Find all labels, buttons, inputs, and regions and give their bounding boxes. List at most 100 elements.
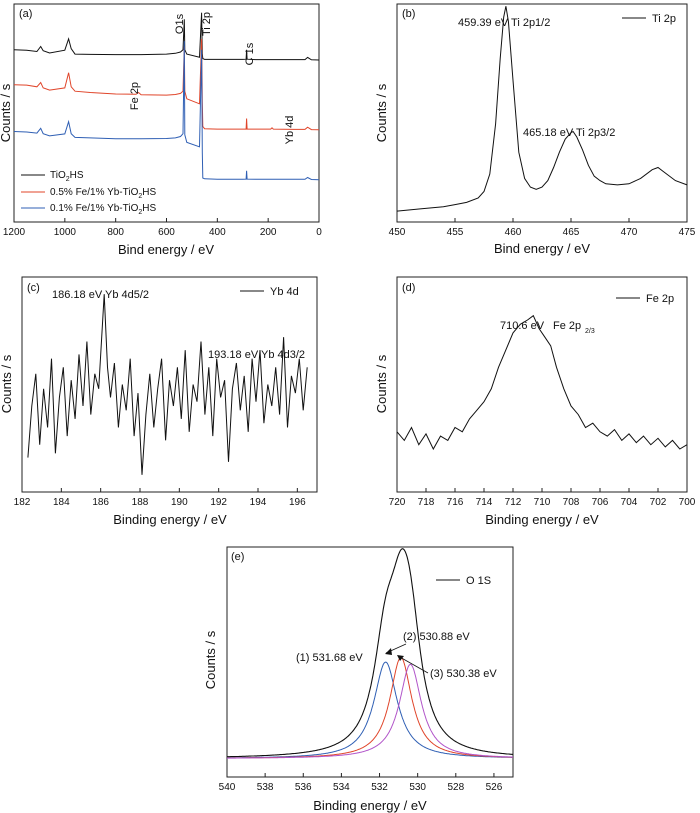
panel-e-ylabel: Counts / s [203, 630, 218, 689]
panel-b-xlabel: Bind energy / eV [494, 241, 590, 256]
annotation-fe2p: Fe 2p [129, 82, 141, 110]
xtick-label: 540 [219, 782, 236, 793]
legend-label-tio2hs: TiO2HS [50, 170, 84, 183]
xtick-label: 192 [210, 497, 227, 508]
xtick-label: 528 [447, 782, 464, 793]
arrowhead-peak3 [397, 655, 404, 661]
panel-c-ylabel: Counts / s [0, 354, 14, 413]
xtick-label: 470 [621, 227, 638, 238]
annotation-fe-energy: 710.6 eV [500, 320, 545, 332]
xtick-label: 400 [209, 227, 226, 238]
xtick-label: 700 [679, 497, 696, 508]
panel-c-xlabel: Binding energy / eV [113, 512, 227, 527]
panel-e-xlabel: Binding energy / eV [313, 798, 427, 813]
xtick-label: 196 [289, 497, 306, 508]
annotation-ti2p12: 459.39 eV Ti 2p1/2 [458, 17, 550, 29]
arrow-peak3 [397, 655, 429, 674]
xtick-label: 538 [257, 782, 274, 793]
xtick-label: 1000 [54, 227, 77, 238]
fit-envelope [227, 548, 514, 758]
legend-label-yb4d: Yb 4d [270, 286, 299, 298]
annotation-peak3: (3) 530.38 eV [430, 668, 497, 680]
panel-d-frame [396, 276, 688, 493]
xtick-label: 530 [409, 782, 426, 793]
annotation-c1s: C 1s [244, 42, 256, 65]
xtick-label: 475 [679, 227, 696, 238]
panel-e-o1s: (e) 540 538 536 534 532 530 528 526 (1) 531.68 … [203, 546, 514, 813]
panel-d-ylabel: Counts / s [374, 354, 389, 413]
xtick-label: 720 [389, 497, 406, 508]
xtick-label: 532 [371, 782, 388, 793]
xtick-label: 714 [476, 497, 493, 508]
panel-d-xlabel: Binding energy / eV [485, 512, 599, 527]
series-line-1 [396, 314, 688, 451]
xtick-label: 460 [505, 227, 522, 238]
panel-d-xticks: 720 718 716 714 712 710 708 706 704 702 700 [389, 488, 696, 508]
xtick-label: 0 [316, 227, 322, 238]
panel-c-label: (c) [27, 282, 40, 294]
xtick-label: 184 [53, 497, 70, 508]
panel-b-frame [396, 3, 688, 223]
arrowhead-peak2 [385, 648, 392, 655]
annotation-peak1: (1) 531.68 eV [296, 652, 363, 664]
series-line-1 [27, 294, 308, 475]
legend-label-fe2p: Fe 2p [646, 293, 674, 305]
panel-a-series [13, 12, 320, 181]
xtick-label: 706 [592, 497, 609, 508]
xtick-label: 536 [295, 782, 312, 793]
panel-c-xticks: 182 184 186 188 190 192 194 196 [14, 488, 306, 508]
xtick-label: 188 [132, 497, 149, 508]
panel-a-label: (a) [19, 8, 32, 20]
annotation-ti2p: Ti 2p [201, 12, 213, 36]
panel-a-legend: TiO2HS 0.5% Fe/1% Yb-TiO2HS 0.1% Fe/1% Y… [21, 170, 157, 216]
series-line-1 [396, 6, 688, 212]
xtick-label: 450 [389, 227, 406, 238]
panel-b-ylabel: Counts / s [374, 83, 389, 142]
panel-d-fe2p: (d) 720 718 716 714 712 710 708 706 704 702 700 71… [374, 276, 696, 527]
series-line-3 [13, 41, 320, 181]
xtick-label: 708 [563, 497, 580, 508]
fit-peak-3 [227, 663, 513, 759]
xtick-label: 182 [14, 497, 31, 508]
series-line-2 [13, 38, 320, 131]
panel-c-frame [21, 276, 318, 493]
annotation-yb4d: Yb 4d [284, 116, 296, 145]
xtick-label: 200 [260, 227, 277, 238]
xtick-label: 716 [447, 497, 464, 508]
xtick-label: 186 [92, 497, 109, 508]
xtick-label: 718 [418, 497, 435, 508]
panel-e-series [227, 548, 514, 759]
panel-e-label: (e) [231, 551, 244, 563]
xtick-label: 712 [505, 497, 522, 508]
xtick-label: 702 [650, 497, 667, 508]
annotation-fe-orbital: Fe 2p [553, 320, 581, 332]
panel-c-series [27, 294, 308, 475]
annotation-ti2p32: 465.18 eV Ti 2p3/2 [523, 127, 615, 139]
annotation-fe-subscript: 2/3 [585, 328, 595, 335]
xtick-label: 1200 [3, 227, 26, 238]
xtick-label: 455 [447, 227, 464, 238]
panel-e-xticks: 540 538 536 534 532 530 528 526 [219, 773, 503, 793]
xtick-label: 534 [333, 782, 350, 793]
panel-a-survey: (a) 1200 1000 800 600 400 200 0 Fe 2p O1s Ti 2… [0, 3, 322, 257]
panel-e-frame [226, 546, 514, 778]
panel-a-ylabel: Counts / s [0, 83, 13, 142]
legend-label-o1s: O 1S [466, 575, 491, 587]
annotation-peak2: (2) 530.88 eV [403, 631, 470, 643]
panel-b-series [396, 6, 688, 212]
xtick-label: 194 [250, 497, 267, 508]
panel-d-label: (d) [402, 282, 415, 294]
panel-a-xlabel: Bind energy / eV [118, 242, 214, 257]
panel-c-yb4d: (c) 182 184 186 188 190 192 194 196 186.18 eV Y… [0, 276, 318, 527]
xtick-label: 800 [107, 227, 124, 238]
annotation-yb4d32: 193.18 eV Yb 4d3/2 [208, 349, 305, 361]
series-line-1 [13, 12, 320, 61]
xtick-label: 465 [563, 227, 580, 238]
xtick-label: 704 [621, 497, 638, 508]
annotation-o1s: O1s [174, 13, 186, 34]
legend-label-01fe: 0.1% Fe/1% Yb-TiO2HS [50, 203, 157, 216]
panel-b-xticks: 450 455 460 465 470 475 [389, 218, 696, 238]
xtick-label: 710 [534, 497, 551, 508]
legend-label-05fe: 0.5% Fe/1% Yb-TiO2HS [50, 187, 157, 200]
